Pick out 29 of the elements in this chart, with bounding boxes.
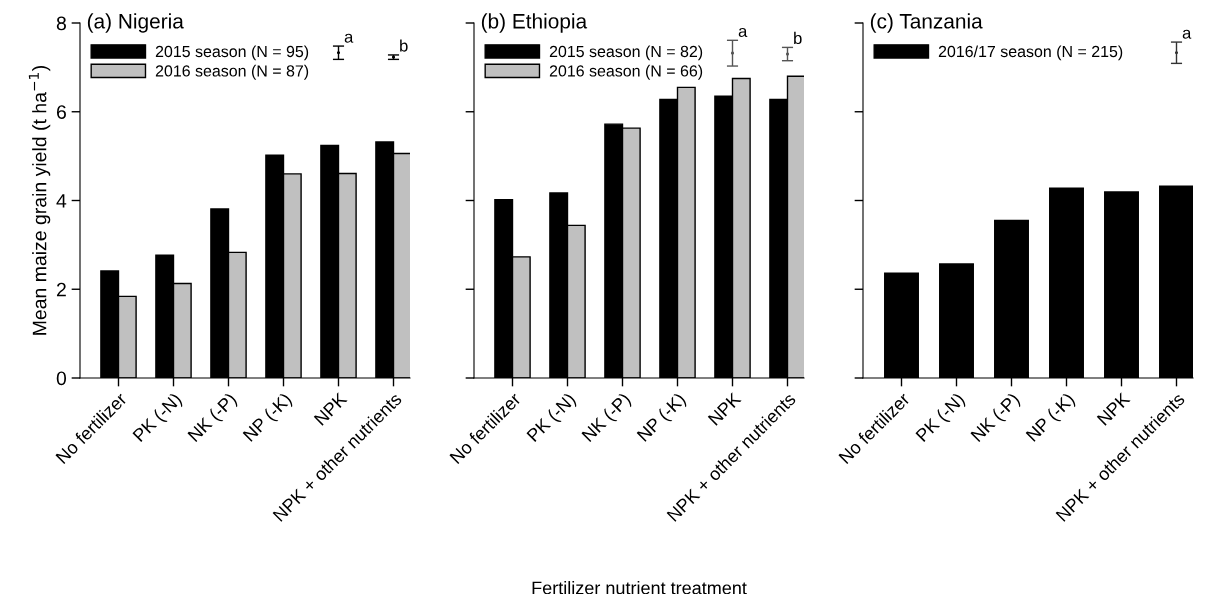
annotation: a — [1182, 29, 1192, 39]
y-tick-label: 8 — [56, 16, 66, 31]
x-axis-title: Fertilizer nutrient treatment — [532, 581, 747, 594]
annotation: b — [794, 31, 802, 45]
y-tick-label: 0 — [56, 371, 67, 386]
x-tick-label: PK (-N) — [131, 391, 185, 445]
legend-label: 2016 season (N = 87) — [155, 64, 309, 80]
chart-title: (a) Nigeria — [87, 13, 184, 33]
legend-label: 2015 season (N = 82) — [549, 45, 703, 61]
annotation: a — [738, 27, 748, 38]
chart-title: (c) Tanzania — [870, 13, 983, 33]
y-tick-label: 4 — [56, 194, 67, 208]
x-tick-label: PK (-N) — [525, 391, 579, 445]
annotation: b — [400, 39, 408, 52]
x-tick-label: NP (-K) — [242, 391, 295, 445]
annotation: a — [344, 33, 354, 43]
y-tick-label: 2 — [56, 282, 66, 297]
x-tick-label: NP (-K) — [1025, 391, 1078, 445]
legend-label: 2016 season (N = 66) — [549, 64, 703, 80]
legend-label: 2016/17 season (N = 215) — [938, 45, 1123, 61]
x-tick-label: NK (-P) — [969, 391, 1023, 445]
x-tick-label: NK (-P) — [580, 391, 634, 445]
x-tick-label: NP (-K) — [636, 391, 689, 445]
legend-label: 2015 season (N = 95) — [155, 45, 309, 61]
x-tick-label: PK (-N) — [914, 391, 968, 445]
chart-title: (b) Ethiopia — [481, 13, 588, 33]
y-axis-title: Mean maize grain yield (t ha$^{−1}$) — [28, 66, 51, 335]
y-tick-label: 6 — [56, 105, 66, 119]
x-tick-label: NK (-P) — [186, 391, 240, 445]
